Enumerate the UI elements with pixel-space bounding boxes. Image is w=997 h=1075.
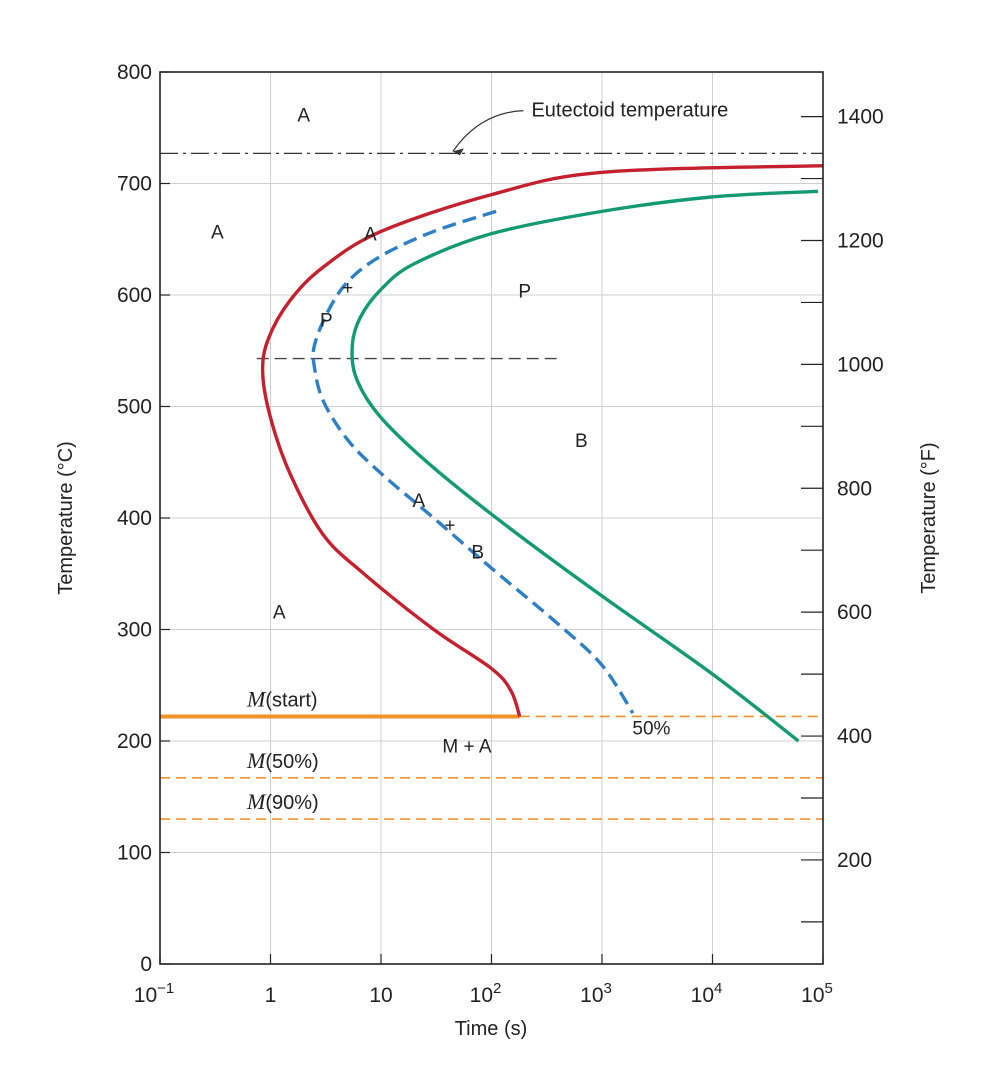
curve-50pct (311, 209, 635, 715)
region-label: M + A (442, 736, 491, 757)
y-tick-label-right: 800 (837, 477, 872, 500)
x-tick-label: 104 (691, 980, 723, 1007)
region-label: A (273, 603, 286, 624)
y-tick-label-left: 0 (140, 953, 152, 976)
y-axis-label-left: Temperature (°C) (55, 441, 77, 595)
region-label: A (297, 105, 310, 126)
region-label: P (320, 311, 333, 332)
y-tick-label-left: 800 (117, 61, 152, 84)
y-tick-label-left: 300 (117, 619, 152, 642)
region-label: + (444, 516, 455, 537)
y-tick-label-right: 1400 (837, 106, 884, 129)
y-tick-label-right: 400 (837, 725, 872, 748)
region-label: P (518, 282, 531, 303)
y-tick-label-left: 500 (117, 396, 152, 419)
martensite-layer: M(start) M(50%) M(90%) (160, 686, 823, 820)
x-axis-label: Time (s) (455, 1018, 528, 1040)
eutectoid-layer: Eutectoid temperature (160, 100, 823, 360)
martensite-label: M(50%) (246, 748, 319, 773)
y-tick-label-left: 600 (117, 284, 152, 307)
ticks-layer: 10−1 1 10 102 103 104 105 0 100 200 300 400 500 600 70… (117, 61, 884, 1007)
curve-finish (350, 189, 819, 743)
region-label: A (412, 491, 425, 512)
region-label: B (575, 431, 588, 452)
y-tick-label-right: 200 (837, 849, 872, 872)
y-tick-label-left: 100 (117, 842, 152, 865)
grid-layer (160, 72, 823, 964)
x-tick-label: 10−1 (134, 980, 174, 1007)
region-label: A (211, 222, 224, 243)
eutectoid-arrowhead (452, 148, 464, 156)
martensite-label: M(90%) (246, 789, 319, 814)
y-tick-label-left: 700 (117, 173, 152, 196)
eutectoid-arrow (452, 110, 524, 152)
y-axis-label-right: Temperature (°F) (918, 442, 940, 593)
y-tick-label-right: 1200 (837, 229, 884, 252)
eutectoid-label: Eutectoid temperature (531, 100, 728, 122)
region-label: 50% (632, 719, 670, 740)
y-tick-label-left: 200 (117, 730, 152, 753)
x-tick-label: 1 (265, 984, 277, 1007)
curves-layer (260, 163, 824, 743)
x-tick-label: 103 (580, 980, 612, 1007)
y-tick-label-left: 400 (117, 507, 152, 530)
x-tick-label: 105 (801, 980, 833, 1007)
annotation-layer: A A A + P P B A + B A M + A 50% (211, 105, 671, 757)
curve-start (260, 163, 824, 718)
y-tick-label-right: 600 (837, 601, 872, 624)
martensite-label: M(start) (246, 686, 318, 711)
region-label: + (342, 278, 353, 299)
region-label: B (471, 542, 484, 563)
region-label: A (364, 225, 377, 246)
x-tick-label: 102 (470, 980, 502, 1007)
x-tick-label: 10 (369, 984, 392, 1007)
y-tick-label-right: 1000 (837, 353, 884, 376)
